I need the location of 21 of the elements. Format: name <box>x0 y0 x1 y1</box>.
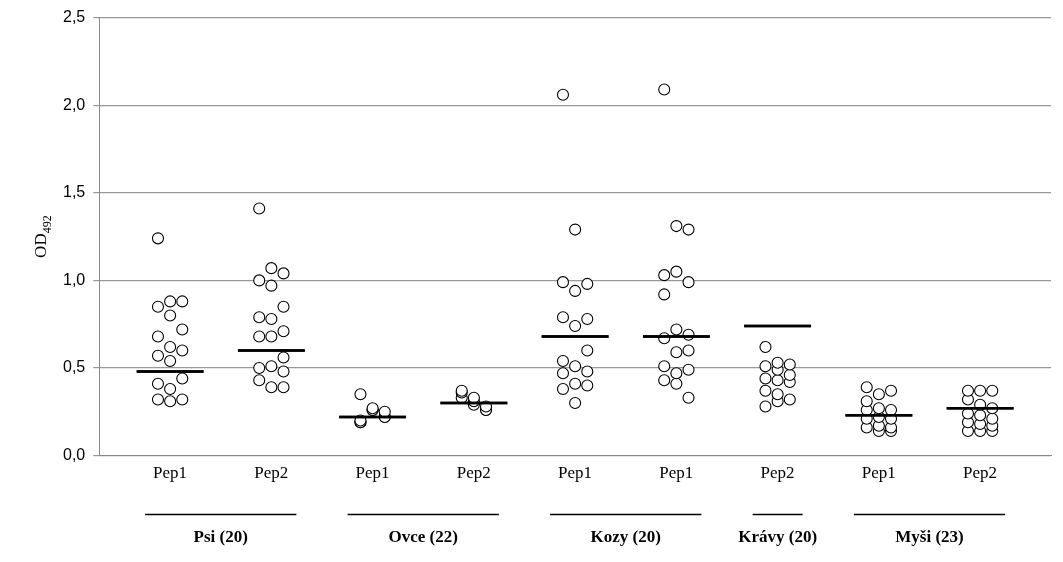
x-tick-label: Pep2 <box>456 463 491 483</box>
y-tick-label: 0,0 <box>62 446 86 464</box>
x-tick-label: Pep1 <box>558 463 593 483</box>
x-tick-label: Pep2 <box>760 463 795 483</box>
x-tick-label: Pep1 <box>153 463 188 483</box>
y-tick-label: 1,5 <box>62 183 86 201</box>
x-tick-label: Pep1 <box>861 463 896 483</box>
text: Ovce (22) <box>388 526 458 546</box>
y-tick-label: 2,0 <box>62 95 86 113</box>
y-tick-label: 1,0 <box>62 270 86 288</box>
text: Psi (20) <box>193 526 248 546</box>
y-tick-label: 2,5 <box>62 8 86 26</box>
y-tick-label: 0,5 <box>62 358 86 376</box>
text: Kozy (20) <box>590 526 661 546</box>
text: Krávy (20) <box>738 526 818 546</box>
x-tick-label: Pep1 <box>355 463 390 483</box>
y-axis-title: OD492 <box>31 215 54 258</box>
x-tick-label: Pep2 <box>254 463 289 483</box>
x-tick-label: Pep1 <box>659 463 694 483</box>
x-tick-label: Pep2 <box>963 463 998 483</box>
text: Myši (23) <box>895 526 964 546</box>
